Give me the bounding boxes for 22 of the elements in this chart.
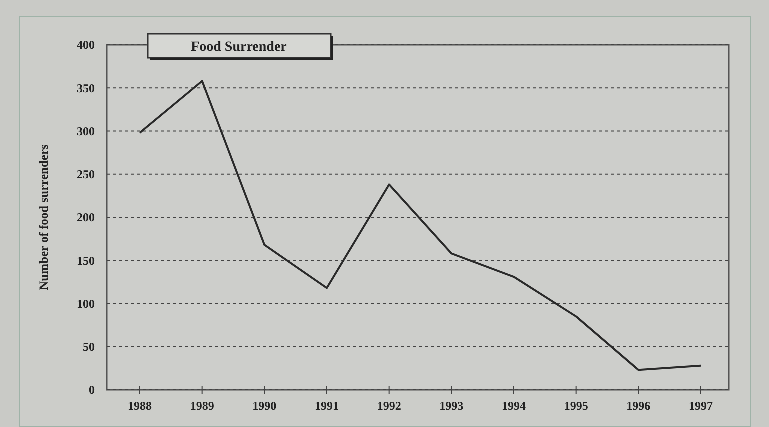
line-series bbox=[139, 80, 702, 372]
y-axis-title: Number of food surrenders bbox=[37, 144, 51, 290]
y-tick-label: 400 bbox=[77, 38, 95, 52]
y-tick-label: 0 bbox=[89, 383, 95, 398]
y-tick-label: 150 bbox=[77, 254, 95, 268]
x-tick-label: 1988 bbox=[128, 399, 152, 413]
x-tick-label: 1990 bbox=[252, 399, 277, 413]
x-tick-label: 1991 bbox=[315, 399, 339, 413]
chart-title: Food Surrender bbox=[191, 40, 287, 55]
y-tick-label: 350 bbox=[77, 81, 95, 96]
y-tick-label: 300 bbox=[77, 124, 95, 138]
x-tick-label: 1995 bbox=[564, 399, 588, 413]
x-tick-label: 1989 bbox=[190, 399, 214, 413]
x-tick-label: 1994 bbox=[502, 399, 526, 413]
x-tick-label: 1993 bbox=[440, 399, 464, 413]
y-tick-label: 200 bbox=[77, 210, 95, 225]
y-tick-label: 100 bbox=[77, 296, 95, 311]
x-tick-label: 1997 bbox=[689, 399, 713, 413]
x-tick-label: 1996 bbox=[626, 399, 651, 413]
x-tick-label: 1992 bbox=[377, 399, 402, 413]
y-tick-label: 50 bbox=[83, 340, 95, 354]
y-tick-label: 250 bbox=[77, 168, 95, 182]
